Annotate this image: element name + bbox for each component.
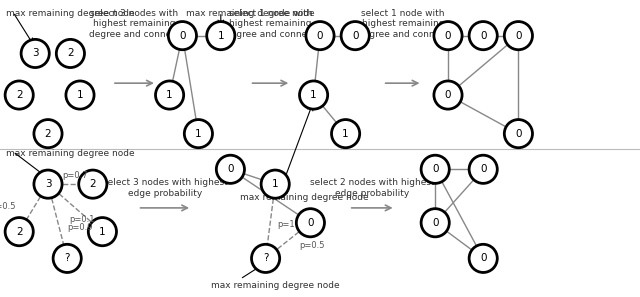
Text: 1: 1 bbox=[310, 90, 317, 100]
Text: 1: 1 bbox=[166, 90, 173, 100]
Text: max remaining degree node: max remaining degree node bbox=[6, 9, 135, 18]
Text: 2: 2 bbox=[45, 129, 51, 139]
Text: 0: 0 bbox=[445, 31, 451, 41]
Text: select 1 node with
highest remaining
degree and connect: select 1 node with highest remaining deg… bbox=[358, 9, 449, 39]
Ellipse shape bbox=[434, 81, 462, 109]
Ellipse shape bbox=[261, 170, 289, 198]
Text: max remaining degree node: max remaining degree node bbox=[211, 281, 340, 290]
Text: 0: 0 bbox=[227, 164, 234, 174]
Text: 1: 1 bbox=[272, 179, 278, 189]
Text: max remaining degree node: max remaining degree node bbox=[240, 193, 369, 202]
Text: 1: 1 bbox=[99, 227, 106, 237]
Ellipse shape bbox=[504, 120, 532, 148]
Text: 0: 0 bbox=[515, 129, 522, 139]
Ellipse shape bbox=[421, 209, 449, 237]
Text: p=0.5: p=0.5 bbox=[300, 241, 325, 249]
Text: 2: 2 bbox=[16, 227, 22, 237]
Ellipse shape bbox=[156, 81, 184, 109]
Text: p=0.1: p=0.1 bbox=[69, 215, 94, 224]
Ellipse shape bbox=[56, 40, 84, 67]
Ellipse shape bbox=[88, 218, 116, 246]
Ellipse shape bbox=[53, 244, 81, 272]
Text: 0: 0 bbox=[432, 164, 438, 174]
Text: 0: 0 bbox=[480, 31, 486, 41]
Ellipse shape bbox=[252, 244, 280, 272]
Text: 0: 0 bbox=[352, 31, 358, 41]
Ellipse shape bbox=[34, 120, 62, 148]
Ellipse shape bbox=[5, 218, 33, 246]
Ellipse shape bbox=[296, 209, 324, 237]
Text: 1: 1 bbox=[342, 129, 349, 139]
Text: max remaining degree node: max remaining degree node bbox=[186, 9, 314, 18]
Text: select 1 node with
highest remaining
degree and connect: select 1 node with highest remaining deg… bbox=[225, 9, 316, 39]
Ellipse shape bbox=[341, 22, 369, 50]
Ellipse shape bbox=[79, 170, 107, 198]
Text: 3: 3 bbox=[32, 48, 38, 59]
Text: p=0.7: p=0.7 bbox=[63, 171, 88, 180]
Text: 0: 0 bbox=[432, 218, 438, 228]
Text: p=1: p=1 bbox=[278, 220, 295, 229]
Text: 0: 0 bbox=[179, 31, 186, 41]
Text: 3: 3 bbox=[45, 179, 51, 189]
Ellipse shape bbox=[5, 81, 33, 109]
Ellipse shape bbox=[469, 155, 497, 183]
Text: 0: 0 bbox=[317, 31, 323, 41]
Text: 2: 2 bbox=[67, 48, 74, 59]
Text: 0: 0 bbox=[515, 31, 522, 41]
Ellipse shape bbox=[306, 22, 334, 50]
Text: 1: 1 bbox=[77, 90, 83, 100]
Ellipse shape bbox=[34, 170, 62, 198]
Ellipse shape bbox=[332, 120, 360, 148]
Text: 0: 0 bbox=[480, 253, 486, 263]
Text: p=0.5: p=0.5 bbox=[0, 202, 15, 211]
Ellipse shape bbox=[66, 81, 94, 109]
Ellipse shape bbox=[434, 22, 462, 50]
Text: ?: ? bbox=[65, 253, 70, 263]
Ellipse shape bbox=[469, 244, 497, 272]
Ellipse shape bbox=[184, 120, 212, 148]
Ellipse shape bbox=[300, 81, 328, 109]
Text: 0: 0 bbox=[445, 90, 451, 100]
Text: select 3 nodes with highest
edge probability: select 3 nodes with highest edge probabi… bbox=[103, 178, 227, 198]
Ellipse shape bbox=[21, 40, 49, 67]
Ellipse shape bbox=[421, 155, 449, 183]
Ellipse shape bbox=[469, 22, 497, 50]
Ellipse shape bbox=[168, 22, 196, 50]
Text: select 3 nodes with
highest remaining
degree and connect: select 3 nodes with highest remaining de… bbox=[89, 9, 180, 39]
Text: select 2 nodes with highest
edge probability: select 2 nodes with highest edge probabi… bbox=[310, 178, 435, 198]
Text: p=0.9: p=0.9 bbox=[67, 223, 93, 232]
Text: 2: 2 bbox=[90, 179, 96, 189]
Text: ?: ? bbox=[263, 253, 268, 263]
Text: 2: 2 bbox=[16, 90, 22, 100]
Text: 1: 1 bbox=[218, 31, 224, 41]
Text: max remaining degree node: max remaining degree node bbox=[6, 148, 135, 157]
Ellipse shape bbox=[504, 22, 532, 50]
Text: 0: 0 bbox=[307, 218, 314, 228]
Ellipse shape bbox=[216, 155, 244, 183]
Ellipse shape bbox=[207, 22, 235, 50]
Text: 1: 1 bbox=[195, 129, 202, 139]
Text: 0: 0 bbox=[480, 164, 486, 174]
